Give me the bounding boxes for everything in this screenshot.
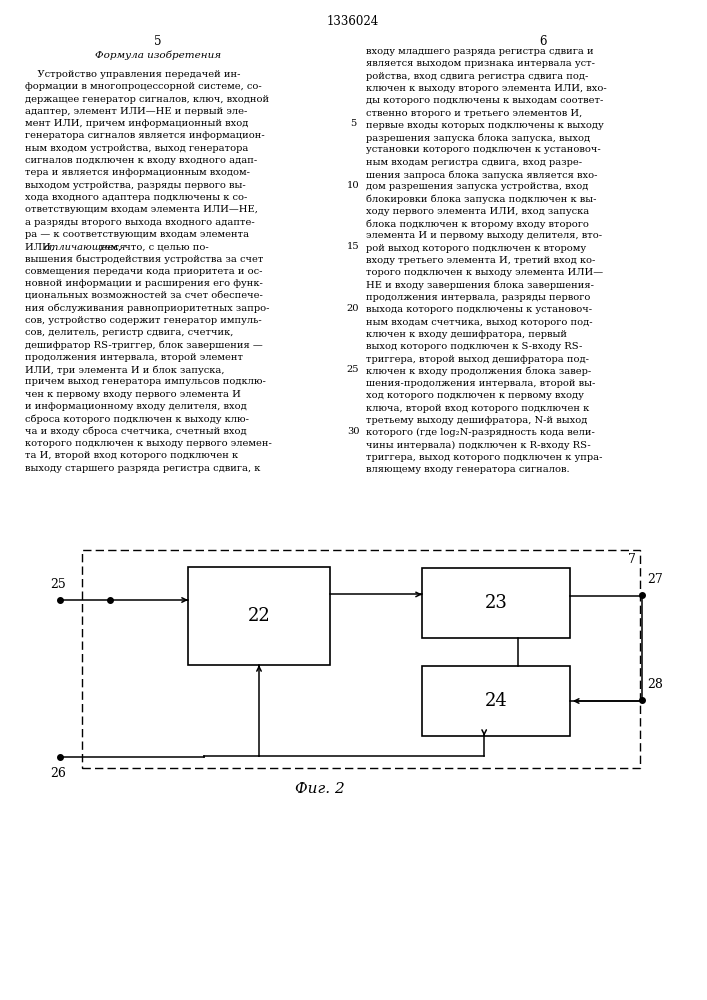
Text: дешифратор RS-триггер, блок завершения —: дешифратор RS-триггер, блок завершения — — [25, 341, 263, 350]
Text: тера и является информационным входом-: тера и является информационным входом- — [25, 168, 250, 177]
Text: и информационному входу делителя, вход: и информационному входу делителя, вход — [25, 402, 247, 411]
Text: причем выход генератора импульсов подклю-: причем выход генератора импульсов подклю… — [25, 377, 266, 386]
Text: та И, второй вход которого подключен к: та И, второй вход которого подключен к — [25, 451, 238, 460]
Text: ра — к соответствующим входам элемента: ра — к соответствующим входам элемента — [25, 230, 249, 239]
Text: выхода которого подключены к установоч-: выхода которого подключены к установоч- — [366, 305, 592, 314]
Text: 30: 30 — [346, 427, 359, 436]
Text: ча и входу сброса счетчика, счетный вход: ча и входу сброса счетчика, счетный вход — [25, 427, 247, 436]
Bar — [82, 550, 640, 768]
Text: ключен к входу продолжения блока завер-: ключен к входу продолжения блока завер- — [366, 367, 591, 376]
Text: 6: 6 — [539, 35, 547, 48]
Text: вышения быстродействия устройства за счет: вышения быстродействия устройства за сче… — [25, 254, 264, 264]
Text: сов, устройство содержит генератор импуль-: сов, устройство содержит генератор импул… — [25, 316, 262, 325]
Text: ключа, второй вход которого подключен к: ключа, второй вход которого подключен к — [366, 404, 589, 413]
Text: разрешения запуска блока запуска, выход: разрешения запуска блока запуска, выход — [366, 133, 590, 143]
Text: Устройство управления передачей ин-: Устройство управления передачей ин- — [25, 70, 240, 79]
Text: ным входам регистра сдвига, вход разре-: ным входам регистра сдвига, вход разре- — [366, 158, 582, 167]
Text: 20: 20 — [346, 304, 359, 313]
Text: ды которого подключены к выходам соответ-: ды которого подключены к выходам соответ… — [366, 96, 603, 105]
Text: отличающееся: отличающееся — [44, 242, 126, 251]
Text: вляющему входу генератора сигналов.: вляющему входу генератора сигналов. — [366, 465, 570, 474]
Text: ным входом устройства, выход генератора: ным входом устройства, выход генератора — [25, 144, 248, 153]
Text: формации в многопроцессорной системе, со-: формации в многопроцессорной системе, со… — [25, 82, 262, 91]
Text: ходу первого элемента ИЛИ, вход запуска: ходу первого элемента ИЛИ, вход запуска — [366, 207, 589, 216]
Text: 7: 7 — [628, 553, 636, 566]
Text: 25: 25 — [50, 578, 66, 591]
Text: шения-продолжения интервала, второй вы-: шения-продолжения интервала, второй вы- — [366, 379, 595, 388]
Text: выходу старшего разряда регистра сдвига, к: выходу старшего разряда регистра сдвига,… — [25, 464, 260, 473]
Text: триггера, выход которого подключен к упра-: триггера, выход которого подключен к упр… — [366, 453, 602, 462]
Text: циональных возможностей за счет обеспече-: циональных возможностей за счет обеспече… — [25, 291, 263, 300]
Text: 22: 22 — [247, 607, 270, 625]
Text: держащее генератор сигналов, ключ, входной: держащее генератор сигналов, ключ, входн… — [25, 95, 269, 104]
Text: входу младшего разряда регистра сдвига и: входу младшего разряда регистра сдвига и — [366, 47, 594, 56]
Text: которого подключен к выходу первого элемен-: которого подключен к выходу первого элем… — [25, 439, 272, 448]
Text: третьему выходу дешифратора, N-й выход: третьему выходу дешифратора, N-й выход — [366, 416, 588, 425]
Text: 23: 23 — [484, 594, 508, 612]
Text: мент ИЛИ, причем информационный вход: мент ИЛИ, причем информационный вход — [25, 119, 248, 128]
Text: является выходом признака интервала уст-: является выходом признака интервала уст- — [366, 59, 595, 68]
Text: 28: 28 — [647, 678, 663, 691]
Bar — [188, 567, 330, 665]
Text: ключен к входу дешифратора, первый: ключен к входу дешифратора, первый — [366, 330, 567, 339]
Text: адаптер, элемент ИЛИ—НЕ и первый эле-: адаптер, элемент ИЛИ—НЕ и первый эле- — [25, 107, 247, 116]
Text: 24: 24 — [484, 692, 508, 710]
Text: 5: 5 — [350, 119, 356, 128]
Text: тем, что, с целью по-: тем, что, с целью по- — [95, 242, 209, 251]
Text: хода входного адаптера подключены к со-: хода входного адаптера подключены к со- — [25, 193, 247, 202]
Text: сигналов подключен к входу входного адап-: сигналов подключен к входу входного адап… — [25, 156, 257, 165]
Text: Фиг. 2: Фиг. 2 — [295, 782, 345, 796]
Text: триггера, второй выход дешифратора под-: триггера, второй выход дешифратора под- — [366, 355, 589, 363]
Text: блокировки блока запуска подключен к вы-: блокировки блока запуска подключен к вы- — [366, 195, 597, 204]
Text: ройства, вход сдвига регистра сдвига под-: ройства, вход сдвига регистра сдвига под… — [366, 72, 588, 81]
Text: ным входам счетчика, выход которого под-: ным входам счетчика, выход которого под- — [366, 318, 592, 327]
Text: которого (где log₂N-разрядность кода вели-: которого (где log₂N-разрядность кода вел… — [366, 428, 595, 437]
Text: выходом устройства, разряды первого вы-: выходом устройства, разряды первого вы- — [25, 181, 246, 190]
Text: новной информации и расширения его функ-: новной информации и расширения его функ- — [25, 279, 263, 288]
Text: сов, делитель, регистр сдвига, счетчик,: сов, делитель, регистр сдвига, счетчик, — [25, 328, 233, 337]
Text: Формула изобретения: Формула изобретения — [95, 51, 221, 60]
Text: ключен к выходу второго элемента ИЛИ, вхо-: ключен к выходу второго элемента ИЛИ, вх… — [366, 84, 607, 93]
Text: продолжения интервала, второй элемент: продолжения интервала, второй элемент — [25, 353, 243, 362]
Text: 26: 26 — [50, 767, 66, 780]
Bar — [422, 666, 570, 736]
Text: 15: 15 — [346, 242, 359, 251]
Text: установки которого подключен к установоч-: установки которого подключен к установоч… — [366, 145, 601, 154]
Text: совмещения передачи кода приоритета и ос-: совмещения передачи кода приоритета и ос… — [25, 267, 262, 276]
Text: НЕ и входу завершения блока завершения-: НЕ и входу завершения блока завершения- — [366, 281, 594, 290]
Text: 27: 27 — [647, 573, 662, 586]
Text: рой выход которого подключен к второму: рой выход которого подключен к второму — [366, 244, 586, 253]
Text: ИЛИ, три элемента И и блок запуска,: ИЛИ, три элемента И и блок запуска, — [25, 365, 225, 375]
Text: торого подключен к выходу элемента ИЛИ—: торого подключен к выходу элемента ИЛИ— — [366, 268, 603, 277]
Text: первые входы которых подключены к выходу: первые входы которых подключены к выходу — [366, 121, 604, 130]
Text: продолжения интервала, разряды первого: продолжения интервала, разряды первого — [366, 293, 590, 302]
Text: генератора сигналов является информацион-: генератора сигналов является информацион… — [25, 131, 264, 140]
Bar — [422, 568, 570, 638]
Text: ход которого подключен к первому входу: ход которого подключен к первому входу — [366, 391, 584, 400]
Text: выход которого подключен к S-входу RS-: выход которого подключен к S-входу RS- — [366, 342, 583, 351]
Text: 5: 5 — [154, 35, 162, 48]
Text: входу третьего элемента И, третий вход ко-: входу третьего элемента И, третий вход к… — [366, 256, 595, 265]
Text: ответствующим входам элемента ИЛИ—НЕ,: ответствующим входам элемента ИЛИ—НЕ, — [25, 205, 258, 214]
Text: 10: 10 — [346, 181, 359, 190]
Text: дом разрешения запуска устройства, вход: дом разрешения запуска устройства, вход — [366, 182, 588, 191]
Text: ственно второго и третьего элементов И,: ственно второго и третьего элементов И, — [366, 108, 583, 117]
Text: ния обслуживания равноприоритетных запро-: ния обслуживания равноприоритетных запро… — [25, 304, 269, 313]
Text: чины интервала) подключен к R-входу RS-: чины интервала) подключен к R-входу RS- — [366, 441, 591, 450]
Text: шения запроса блока запуска является вхо-: шения запроса блока запуска является вхо… — [366, 170, 597, 180]
Text: а разряды второго выхода входного адапте-: а разряды второго выхода входного адапте… — [25, 218, 255, 227]
Text: блока подключен к второму входу второго: блока подключен к второму входу второго — [366, 219, 589, 229]
Text: чен к первому входу первого элемента И: чен к первому входу первого элемента И — [25, 390, 241, 399]
Text: ИЛИ,: ИЛИ, — [25, 242, 57, 251]
Text: сброса которого подключен к выходу клю-: сброса которого подключен к выходу клю- — [25, 414, 249, 424]
Text: 25: 25 — [346, 365, 359, 374]
Text: элемента И и первому выходу делителя, вто-: элемента И и первому выходу делителя, вт… — [366, 232, 602, 240]
Text: 1336024: 1336024 — [327, 15, 379, 28]
